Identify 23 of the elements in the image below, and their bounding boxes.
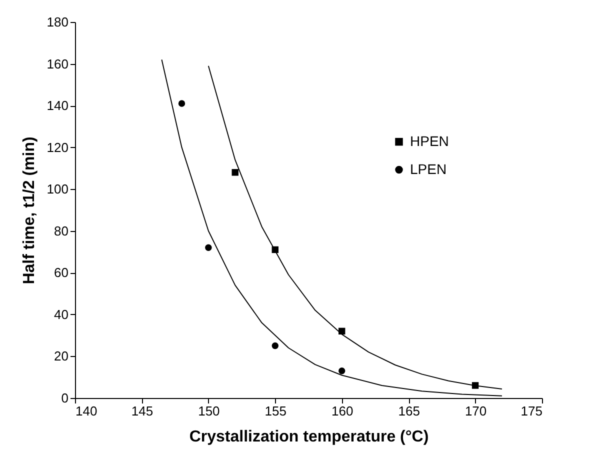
y-tick-label: 100 <box>46 182 68 197</box>
y-tick-label: 140 <box>46 98 68 114</box>
x-tick-label: 170 <box>464 404 487 418</box>
y-tick-label: 20 <box>54 348 68 364</box>
y-tick-label: 0 <box>61 390 68 406</box>
x-tick-label: 145 <box>131 404 154 418</box>
y-tick-label: 80 <box>54 223 68 238</box>
x-tick-label: 150 <box>198 404 220 418</box>
x-tick-label: 140 <box>76 404 98 418</box>
legend-label: LPEN <box>410 160 447 177</box>
y-tick-label: 60 <box>54 265 68 280</box>
legend-label: HPEN <box>410 132 449 149</box>
y-tick-label: 120 <box>46 140 68 155</box>
y-tick-label: 160 <box>46 56 68 72</box>
x-tick-label: 175 <box>520 404 542 418</box>
line-series <box>208 65 502 390</box>
y-axis-title: Half time, t1/2 (min) <box>20 136 38 284</box>
y-tick-label: 180 <box>46 14 68 30</box>
y-tick-label: 40 <box>54 306 68 322</box>
x-tick-label: 160 <box>332 404 354 418</box>
x-axis-title: Crystallization temperature (°C) <box>189 428 429 446</box>
x-tick-label: 155 <box>264 404 286 418</box>
x-tick-label: 165 <box>398 404 420 418</box>
